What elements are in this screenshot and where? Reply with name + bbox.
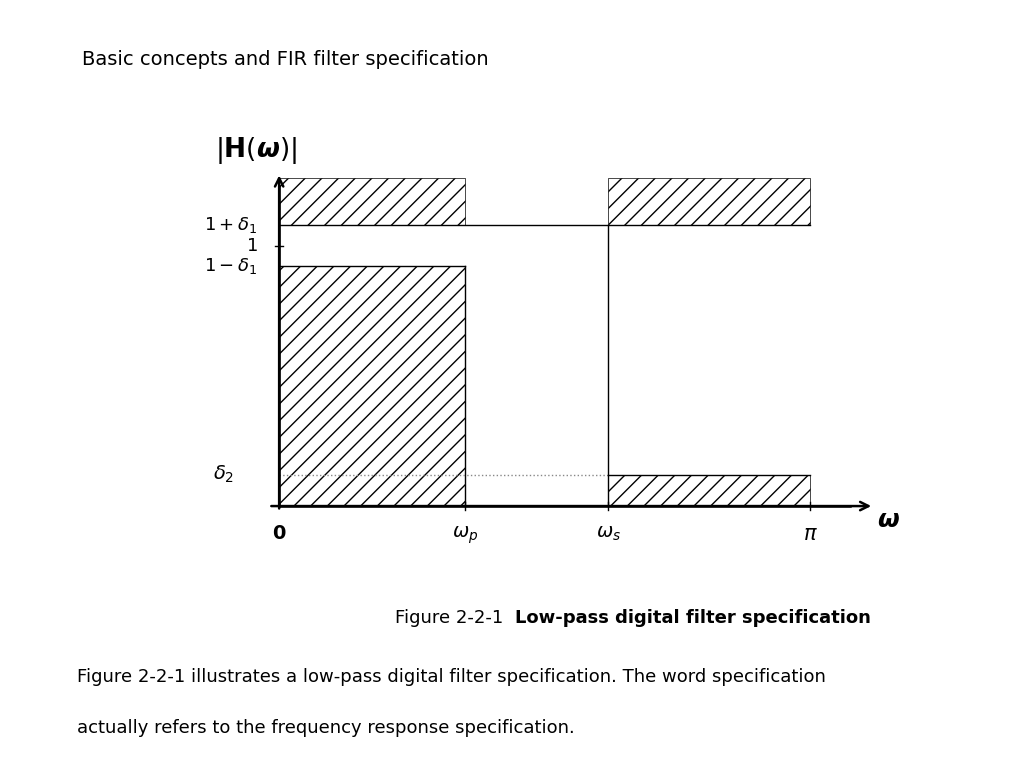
Text: actually refers to the frequency response specification.: actually refers to the frequency respons… <box>77 719 574 737</box>
Text: $\mathbf{0}$: $\mathbf{0}$ <box>272 525 287 543</box>
Text: $\boldsymbol{\omega}$: $\boldsymbol{\omega}$ <box>877 508 900 532</box>
Text: $1-\delta_1$: $1-\delta_1$ <box>205 257 258 276</box>
Text: Figure 2-2-1: Figure 2-2-1 <box>395 609 509 627</box>
Text: $\omega_p$: $\omega_p$ <box>452 525 478 546</box>
Text: $\pi$: $\pi$ <box>803 525 818 545</box>
Text: $|\mathbf{H}(\boldsymbol{\omega})|$: $|\mathbf{H}(\boldsymbol{\omega})|$ <box>215 135 298 166</box>
Text: $\omega_s$: $\omega_s$ <box>596 525 621 543</box>
Text: $1+\delta_1$: $1+\delta_1$ <box>205 215 258 235</box>
Text: Basic concepts and FIR filter specification: Basic concepts and FIR filter specificat… <box>82 50 488 69</box>
Text: $1$: $1$ <box>246 237 258 254</box>
Text: $\delta_2$: $\delta_2$ <box>213 464 234 485</box>
Text: Low-pass digital filter specification: Low-pass digital filter specification <box>515 609 871 627</box>
Text: Figure 2-2-1 illustrates a low-pass digital filter specification. The word speci: Figure 2-2-1 illustrates a low-pass digi… <box>77 668 825 687</box>
